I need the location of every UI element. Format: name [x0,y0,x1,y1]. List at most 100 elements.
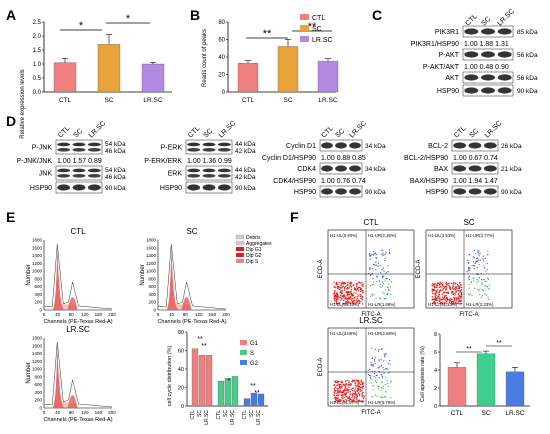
panel-f-bar-ytick: 4 [434,368,437,374]
panel-f-plot-0-dot-green [373,281,375,283]
panel-f-plot-1-dot-red [433,289,435,292]
panel-e-hist-sc-ytick: 600 [148,284,156,289]
panel-e-hist-lrsc-ytick: 600 [34,382,42,387]
panel-d-g4-row-label: HSP90 [426,189,448,196]
panel-f-plot-2-dot-red [334,398,337,400]
panel-f-plot-0-dot-red [337,296,339,298]
panel-f-plot-2-dot-blue [377,350,380,352]
panel-e-hist-ctl-ytick: 200 [34,300,42,305]
panel-f-plot-0-dot-red [334,292,336,294]
panel-a-xcat-0: CTL [59,97,72,104]
panel-f-plot-2-dot-blue [378,349,380,351]
panel-f-plot-1-dot-red [456,297,459,299]
panel-f-plot-0-dot-red [347,297,349,300]
panel-f-plot-1-dot-red [460,288,463,291]
panel-d-lane-label: SC [72,128,84,140]
panel-f-plot-1-dot-red [452,301,455,303]
panel-d-g3-band-2 [349,165,361,172]
panel-f-plot-0-dot-green [378,297,381,299]
panel-e-hist-lrsc-xtick: 120 [81,410,89,415]
panel-f-plot-1-dot-blue [477,250,479,252]
panel-f-plot-1-dot-red [456,283,459,286]
panel-f-plot-0-dot-blue [376,264,378,266]
panel-e-hist-lrsc-ytick: 1600 [32,343,43,348]
panel-f-plot-0-dot-red [358,286,361,289]
panel-f-plot-2-dot-red [352,379,355,382]
panel-f-plot-1-dot-blue [483,265,485,267]
panel-d-western-blots: CTL SC LR.SC CTL SC LR.SC CTL SC LR.SC CTL SC LR.SC… [17,120,522,198]
panel-c-band-2 [497,28,512,35]
panel-f-plot-1-dot-red [442,301,444,303]
panel-f-plot-0-dot-red [333,296,336,298]
panel-f-plot-1-dot-red [453,292,455,294]
panel-a-bar-2 [141,63,165,93]
panel-f-sig-2: ** [496,340,502,347]
panel-f-plot-0-dot-red [362,285,364,288]
panel-f-plot-1-dot-green [488,288,490,290]
panel-d-g2-kda: 90 kDa [235,185,256,192]
panel-f-plot-2-dot-red [341,398,344,400]
panel-f-plot-0-dot-red [336,292,338,294]
panel-f-plot-0-dot-green [386,277,389,280]
panel-f-plot-0-dot-red [360,297,362,299]
panel-f-plot-0-dot-red [340,285,342,287]
panel-d-g2-band-lower-2 [217,174,231,178]
panel-d-lane-label: LR.SC [218,120,238,140]
panel-f-plot-2-dot-green [380,381,382,384]
panel-b-ytick-label: 0 [222,90,226,96]
panel-f-plot-2-dot-red [337,394,339,397]
panel-f-plot-0-dot-green [379,298,381,300]
panel-f-plot-0-dot-blue [368,253,371,255]
panel-f-plot-2-dot-red [338,400,340,403]
panel-d-g4-band-1 [468,142,482,149]
panel-f-plot-1-dot-red [441,302,444,305]
panel-f-plot-1-dot-red [440,301,443,304]
panel-f-plot-2-dot-red [334,381,336,383]
panel-e-hist-ctl-ytick: 1800 [32,238,43,243]
panel-f-plot-1-dot-red [460,291,463,294]
panel-f-plot-2-dot-red [338,389,340,392]
panel-f-plot-2-dot-blue [385,368,387,370]
panel-c-band-0 [464,74,479,81]
panel-f-plot-1-dot-red [445,286,447,288]
panel-f-plot-1-dot-red [442,287,444,290]
panel-f-plot-2-dot-green [382,396,384,399]
panel-f-plot-2-dot-red [353,392,356,395]
panel-d-g4-ratio-values: 1.00 0.67 0.74 [453,155,498,162]
panel-f-plot-0-dot-green [388,288,390,290]
panel-f-plot-2-dot-red [351,389,354,392]
panel-e-legend-g1: G1 [250,341,259,347]
panel-f-plot-0-dot-red [348,286,350,289]
panel-f-plot-0-dot-red [353,292,355,294]
panel-c-band-1 [481,28,495,35]
panel-f-plot-0-dot-blue [376,275,378,277]
panel-f-plot-2-dot-red [351,381,353,383]
panel-a-ytick-label: 0.5 [33,76,42,82]
panel-d-g1-band-upper-1 [72,142,86,147]
panel-e-bar-G2-0 [243,398,251,407]
panel-d-g3-kda: 34 kDa [365,166,386,173]
panel-f-bar-ytick: 0 [434,404,437,410]
panel-f-plot-2-dot-red [356,400,358,403]
panel-f-plot-2-dot-red [334,390,337,392]
panel-f-plot-2-dot-red [342,393,344,396]
panel-f-plot-2-dot-blue [369,368,371,370]
panel-c-kda: 85 kDa [517,29,538,36]
panel-d-g2-band-upper-2 [217,168,231,173]
panel-f-plot-1-dot-red [445,298,447,300]
panel-f-plot-0-dot-red [350,285,352,287]
panel-e-hist-sc-ytick: 1600 [146,245,157,250]
panel-f-plot-1-dot-red [438,292,440,294]
panel-f-plot-0-dot-red [348,291,350,293]
panel-e-hist-sc-xlabel: Channels (PE-Texas Red-A) [157,319,226,325]
panel-f-plot-1-dot-red [449,286,452,289]
panel-f-plot-2-dot-green [372,385,374,387]
panel-f-bar-0 [447,367,467,407]
panel-d-g1-ratio-values: 1.00 1.57 0.89 [57,158,102,165]
panel-f-plot-2-dot-green [370,382,373,384]
panel-e-hist-lrsc-xtick: 160 [95,410,103,415]
panel-e-legend-s: S [250,351,254,357]
panel-f-plot-0-dot-red [355,282,358,285]
panel-f-plot-2-dot-green [377,385,379,387]
panel-f-plot-2-dot-green [388,385,390,388]
